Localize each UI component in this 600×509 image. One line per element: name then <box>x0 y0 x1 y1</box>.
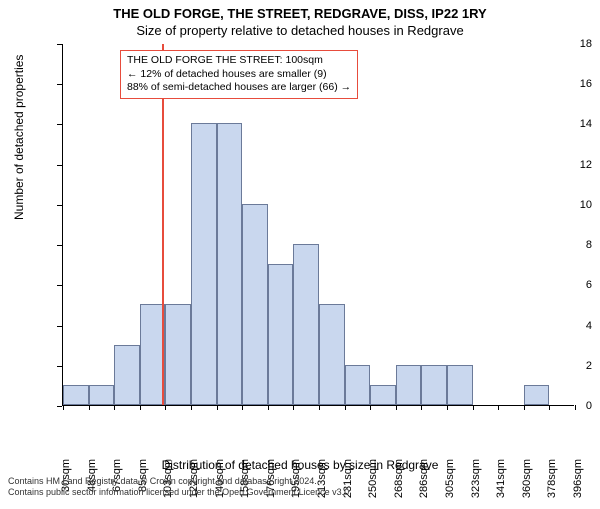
x-tick-mark <box>473 405 474 410</box>
footer-line-2: Contains public sector information licen… <box>8 487 352 498</box>
x-tick-mark <box>319 405 320 410</box>
x-tick-mark <box>63 405 64 410</box>
x-tick-mark <box>498 405 499 410</box>
x-tick-mark <box>114 405 115 410</box>
chart-title: THE OLD FORGE, THE STREET, REDGRAVE, DIS… <box>0 6 600 21</box>
bar <box>319 304 345 405</box>
bar <box>217 123 243 405</box>
x-tick-mark <box>396 405 397 410</box>
x-tick-mark <box>345 405 346 410</box>
x-axis-label: Distribution of detached houses by size … <box>0 458 600 472</box>
bar <box>242 204 268 405</box>
bar <box>63 385 89 405</box>
footer-attribution: Contains HM Land Registry data © Crown c… <box>8 476 352 498</box>
x-tick-mark <box>370 405 371 410</box>
x-tick-mark <box>447 405 448 410</box>
y-tick-mark <box>57 406 62 407</box>
footer-line-1: Contains HM Land Registry data © Crown c… <box>8 476 352 487</box>
bar <box>191 123 217 405</box>
bar <box>165 304 191 405</box>
bar <box>396 365 422 405</box>
histogram-chart: THE OLD FORGE, THE STREET, REDGRAVE, DIS… <box>0 0 600 500</box>
bar <box>421 365 447 405</box>
x-tick-mark <box>421 405 422 410</box>
x-tick-mark <box>524 405 525 410</box>
x-tick-mark <box>549 405 550 410</box>
annotation-box: THE OLD FORGE THE STREET: 100sqm ← 12% o… <box>120 50 358 99</box>
bar <box>370 385 396 405</box>
bar <box>447 365 473 405</box>
x-tick-mark <box>293 405 294 410</box>
bar <box>89 385 115 405</box>
x-tick-mark <box>191 405 192 410</box>
bar <box>114 345 140 405</box>
x-tick-mark <box>217 405 218 410</box>
x-tick-mark <box>268 405 269 410</box>
x-tick-mark <box>575 405 576 410</box>
annotation-line-1: THE OLD FORGE THE STREET: 100sqm <box>127 54 351 68</box>
x-tick-mark <box>242 405 243 410</box>
x-tick-mark <box>140 405 141 410</box>
y-axis-label: Number of detached properties <box>12 55 26 220</box>
annotation-line-2: ← 12% of detached houses are smaller (9) <box>127 68 351 82</box>
bar <box>268 264 294 405</box>
bar <box>293 244 319 405</box>
annotation-line-3: 88% of semi-detached houses are larger (… <box>127 81 351 95</box>
bar <box>345 365 371 405</box>
x-tick-mark <box>89 405 90 410</box>
chart-subtitle: Size of property relative to detached ho… <box>0 23 600 38</box>
bar <box>524 385 550 405</box>
x-tick-mark <box>165 405 166 410</box>
